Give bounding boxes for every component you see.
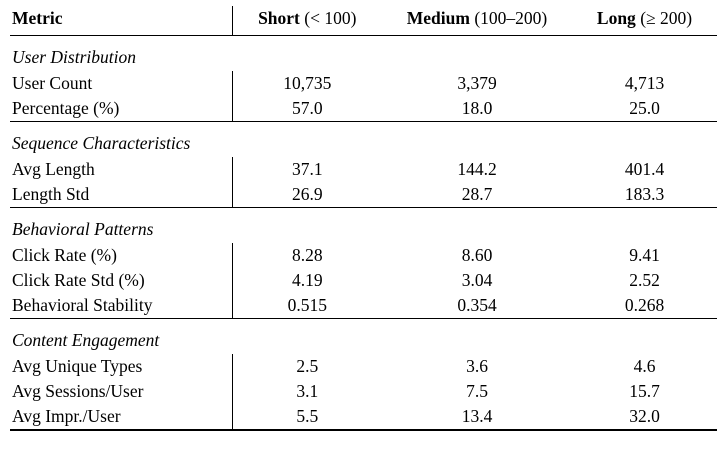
metrics-table: Metric Short (< 100) Medium (100–200) Lo… (10, 6, 717, 431)
section-title: User Distribution (12, 47, 136, 67)
section-title-row: Behavioral Patterns (10, 208, 717, 244)
metric-value-medium: 28.7 (461, 184, 493, 204)
metric-value-short: 8.28 (291, 245, 323, 265)
metric-label: Click Rate (%) (10, 243, 233, 268)
table-row: Avg Impr./User 5.5 13.4 32.0 (10, 404, 717, 430)
metric-label: Avg Length (10, 157, 233, 182)
metric-value-long: 0.268 (624, 295, 665, 315)
column-header-label: Long (596, 8, 636, 28)
section-title-row: User Distribution (10, 36, 717, 72)
metric-value-long: 32.0 (629, 406, 660, 426)
metric-value-medium: 3.04 (461, 270, 493, 290)
metric-label: Behavioral Stability (10, 293, 233, 319)
table-row: Behavioral Stability 0.515 0.354 0.268 (10, 293, 717, 319)
metric-value-long: 9.41 (629, 245, 660, 265)
column-header-range: (100–200) (474, 8, 548, 28)
column-header-metric: Metric (10, 6, 233, 36)
metric-label: Avg Unique Types (10, 354, 233, 379)
metric-label: Avg Impr./User (10, 404, 233, 430)
metric-value-short: 0.515 (287, 295, 327, 315)
table-row: Percentage (%) 57.0 18.0 25.0 (10, 96, 717, 122)
column-header-range: (< 100) (304, 8, 357, 28)
section-title: Behavioral Patterns (12, 219, 154, 239)
metric-value-medium: 0.354 (457, 295, 497, 315)
table-row: Click Rate Std (%) 4.19 3.04 2.52 (10, 268, 717, 293)
metric-value-short: 5.5 (296, 406, 319, 426)
metric-label: User Count (10, 71, 233, 96)
metric-value-short: 3.1 (296, 381, 319, 401)
table-row: User Count 10,735 3,379 4,713 (10, 71, 717, 96)
table-row: Click Rate (%) 8.28 8.60 9.41 (10, 243, 717, 268)
metric-value-long: 4,713 (624, 73, 665, 93)
metric-value-short: 2.5 (296, 356, 319, 376)
metric-value-short: 57.0 (291, 98, 323, 118)
column-header-label: Short (258, 8, 300, 28)
metric-value-long: 2.52 (629, 270, 660, 290)
metric-value-short: 37.1 (291, 159, 323, 179)
column-header-long: Long (≥ 200) (572, 6, 717, 36)
metric-value-medium: 3.6 (466, 356, 488, 376)
column-header-range: (≥ 200) (640, 8, 693, 28)
metric-value-medium: 13.4 (461, 406, 493, 426)
header-row: Metric Short (< 100) Medium (100–200) Lo… (10, 6, 717, 36)
table-row: Avg Length 37.1 144.2 401.4 (10, 157, 717, 182)
column-header-label: Medium (406, 8, 470, 28)
section-title-row: Sequence Characteristics (10, 122, 717, 158)
section-title-row: Content Engagement (10, 319, 717, 355)
table-row: Avg Unique Types 2.5 3.6 4.6 (10, 354, 717, 379)
metric-value-long: 183.3 (624, 184, 665, 204)
metric-value-medium: 7.5 (466, 381, 488, 401)
metric-value-medium: 18.0 (461, 98, 493, 118)
metric-value-long: 401.4 (624, 159, 665, 179)
table-row: Avg Sessions/User 3.1 7.5 15.7 (10, 379, 717, 404)
metric-label: Click Rate Std (%) (10, 268, 233, 293)
metric-value-long: 15.7 (629, 381, 660, 401)
metric-label: Percentage (%) (10, 96, 233, 122)
section-user-distribution: User Distribution User Count 10,735 3,37… (10, 36, 717, 122)
metric-value-short: 26.9 (291, 184, 323, 204)
metric-value-medium: 3,379 (457, 73, 497, 93)
table-header: Metric Short (< 100) Medium (100–200) Lo… (10, 6, 717, 36)
metric-value-long: 25.0 (629, 98, 660, 118)
section-title: Sequence Characteristics (12, 133, 191, 153)
page: Metric Short (< 100) Medium (100–200) Lo… (0, 6, 727, 471)
metric-value-short: 10,735 (283, 73, 332, 93)
table-row: Length Std 26.9 28.7 183.3 (10, 182, 717, 208)
metric-value-long: 4.6 (633, 356, 656, 376)
section-sequence-characteristics: Sequence Characteristics Avg Length 37.1… (10, 122, 717, 208)
metric-label: Length Std (10, 182, 233, 208)
metric-label: Avg Sessions/User (10, 379, 233, 404)
metric-value-short: 4.19 (291, 270, 323, 290)
section-title: Content Engagement (12, 330, 160, 350)
metric-value-medium: 144.2 (457, 159, 497, 179)
column-header-label: Metric (12, 8, 63, 28)
column-header-short: Short (< 100) (232, 6, 382, 36)
column-header-medium: Medium (100–200) (382, 6, 572, 36)
section-content-engagement: Content Engagement Avg Unique Types 2.5 … (10, 319, 717, 430)
section-behavioral-patterns: Behavioral Patterns Click Rate (%) 8.28 … (10, 208, 717, 319)
metric-value-medium: 8.60 (461, 245, 493, 265)
